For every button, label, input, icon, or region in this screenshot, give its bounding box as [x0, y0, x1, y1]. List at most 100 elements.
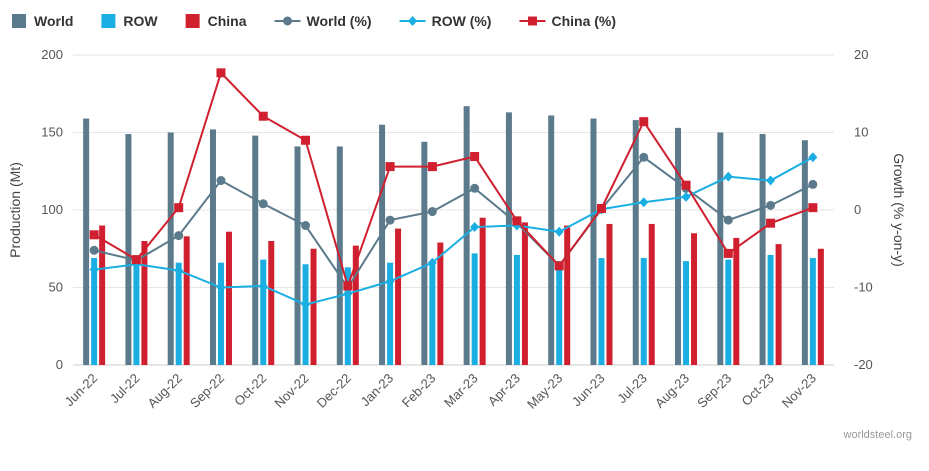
- x-tick-label: Dec-22: [314, 371, 354, 411]
- x-tick-label: Oct-23: [739, 371, 777, 409]
- bar-row-jan-23: [387, 262, 394, 365]
- point-world-nov-23: [808, 179, 818, 189]
- point-world-aug-22: [174, 231, 184, 241]
- left-tick-label: 150: [41, 125, 63, 140]
- bar-china-sep-23: [733, 237, 740, 365]
- bar-row-jul-22: [133, 259, 140, 365]
- bar-world-jun-23: [590, 118, 597, 365]
- point-world-jul-23: [639, 152, 649, 162]
- right-axis-ticks: -20 -10 0 10 20: [854, 47, 873, 372]
- bar-row-oct-23: [767, 254, 774, 365]
- line-china: [93, 70, 814, 290]
- point-china-dec-22: [343, 281, 353, 291]
- bar-row-mar-23: [471, 253, 478, 365]
- x-tick-label: Aug-22: [145, 371, 185, 411]
- bar-china-oct-23: [775, 244, 782, 365]
- bar-world-feb-23: [421, 141, 428, 365]
- bars: [83, 106, 824, 366]
- bar-china-jun-23: [606, 223, 613, 365]
- point-row-nov-23: [808, 152, 818, 163]
- right-tick-label: -20: [854, 357, 873, 372]
- bar-world-aug-23: [675, 127, 682, 365]
- bar-world-nov-23: [801, 140, 808, 365]
- x-tick-label: Jun-23: [569, 371, 608, 410]
- bar-world-sep-23: [717, 132, 724, 365]
- bar-china-nov-22: [310, 248, 317, 365]
- point-row-jun-22: [89, 264, 99, 275]
- bar-row-sep-23: [725, 259, 732, 365]
- line-row: [94, 156, 814, 306]
- bar-china-sep-22: [225, 231, 232, 365]
- x-tick-label: Sep-22: [187, 371, 227, 411]
- point-china-sep-22: [216, 68, 226, 78]
- x-tick-label: Jul-22: [107, 371, 143, 407]
- legend-item-world[interactable]: World (%): [274, 13, 372, 29]
- bar-world-nov-22: [294, 146, 301, 365]
- x-tick-label: Jun-22: [62, 371, 101, 410]
- bar-china-jun-22: [99, 225, 106, 365]
- point-china-oct-23: [766, 218, 776, 228]
- point-row-aug-23: [681, 191, 691, 202]
- point-world-jun-22: [89, 245, 99, 255]
- point-world-oct-23: [766, 200, 776, 210]
- bar-china-mar-23: [479, 217, 486, 365]
- point-world-nov-22: [301, 221, 311, 230]
- bar-china-aug-22: [183, 236, 190, 365]
- legend-item-row[interactable]: ROW (%): [399, 13, 492, 29]
- point-row-mar-23: [470, 222, 480, 233]
- bar-china-oct-22: [268, 241, 275, 365]
- legend-item-china[interactable]: China: [185, 13, 247, 29]
- point-china-oct-22: [258, 111, 268, 121]
- right-tick-label: 0: [854, 202, 861, 217]
- legend-symbol: [408, 16, 418, 26]
- legend-symbol: [185, 14, 200, 28]
- bar-world-jul-23: [632, 120, 639, 365]
- x-tick-label: May-23: [524, 371, 565, 412]
- bar-row-nov-22: [302, 264, 309, 365]
- legend-label: China (%): [551, 13, 616, 29]
- legend-label: World (%): [307, 13, 372, 29]
- bar-world-jan-23: [379, 124, 386, 365]
- x-tick-label: Feb-23: [399, 371, 439, 411]
- bar-world-aug-22: [167, 132, 174, 365]
- bar-row-jun-23: [598, 258, 605, 365]
- bar-china-dec-22: [352, 245, 359, 365]
- bar-world-may-23: [548, 115, 555, 365]
- point-china-jul-23: [639, 117, 649, 127]
- legend-item-row[interactable]: ROW: [101, 13, 158, 29]
- right-tick-label: 10: [854, 125, 868, 140]
- bar-row-jul-23: [640, 258, 647, 365]
- legend-item-china[interactable]: China (%): [519, 13, 616, 29]
- right-axis-title: Growth (% y-on-y): [891, 153, 907, 267]
- left-tick-label: 100: [41, 202, 63, 217]
- grid: [73, 54, 834, 366]
- bar-row-jun-22: [91, 258, 98, 365]
- legend-item-world[interactable]: World: [12, 13, 73, 29]
- point-row-may-23: [554, 226, 564, 237]
- x-tick-label: Aug-23: [652, 371, 692, 411]
- bar-china-nov-23: [817, 248, 824, 365]
- legend: World ROW China World (%) ROW (%) China (%): [12, 13, 616, 29]
- point-row-nov-22: [301, 299, 311, 310]
- point-world-feb-23: [427, 207, 437, 217]
- point-row-dec-22: [343, 288, 353, 299]
- bar-world-sep-22: [209, 129, 216, 365]
- point-row-aug-22: [174, 265, 184, 276]
- point-china-jun-22: [89, 230, 99, 240]
- point-china-aug-22: [174, 203, 184, 213]
- bar-row-apr-23: [513, 254, 520, 365]
- point-china-nov-23: [808, 203, 818, 213]
- right-tick-label: 20: [854, 47, 868, 62]
- credit: worldsteel.org: [843, 429, 912, 441]
- point-row-oct-22: [258, 280, 268, 291]
- point-row-sep-22: [216, 282, 226, 293]
- x-tick-label: Oct-22: [231, 371, 269, 409]
- legend-symbol: [283, 16, 293, 26]
- left-axis-title: Production (Mt): [7, 162, 23, 258]
- bar-row-may-23: [556, 261, 563, 365]
- bar-china-jan-23: [395, 228, 402, 365]
- point-china-aug-23: [681, 180, 691, 190]
- point-china-jan-23: [385, 162, 395, 172]
- x-tick-label: Jan-23: [357, 371, 396, 410]
- left-tick-label: 50: [49, 280, 63, 295]
